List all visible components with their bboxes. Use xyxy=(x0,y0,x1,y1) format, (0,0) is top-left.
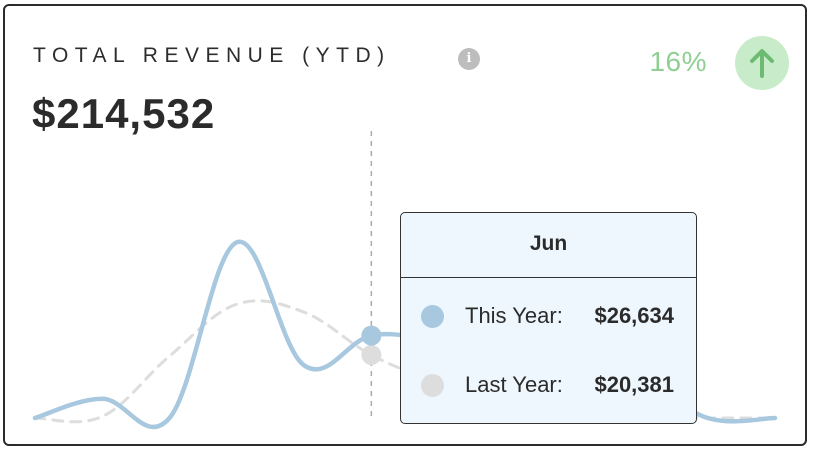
highlight-point-last-year xyxy=(361,344,382,365)
card-title: TOTAL REVENUE (YTD) xyxy=(33,44,391,67)
tooltip-row-this-year: This Year: $26,634 xyxy=(401,296,696,336)
revenue-card: TOTAL REVENUE (YTD) i $214,532 16% Jun T… xyxy=(3,4,807,446)
arrow-up-icon xyxy=(750,49,774,78)
tooltip-value: $26,634 xyxy=(594,303,674,328)
chart-tooltip: Jun This Year: $26,634 Last Year: $20,38… xyxy=(400,212,697,424)
total-revenue-value: $214,532 xyxy=(32,90,216,137)
info-icon[interactable]: i xyxy=(458,48,480,70)
change-percent: 16% xyxy=(649,46,707,77)
last-year-legend-dot xyxy=(421,374,444,397)
tooltip-value: $20,381 xyxy=(594,372,674,397)
tooltip-month: Jun xyxy=(401,213,696,278)
tooltip-label: This Year: xyxy=(465,303,563,328)
highlight-point-this-year xyxy=(361,325,382,346)
trend-badge xyxy=(735,36,789,90)
tooltip-label: Last Year: xyxy=(465,372,563,397)
tooltip-row-last-year: Last Year: $20,381 xyxy=(401,365,696,405)
this-year-legend-dot xyxy=(421,305,444,328)
